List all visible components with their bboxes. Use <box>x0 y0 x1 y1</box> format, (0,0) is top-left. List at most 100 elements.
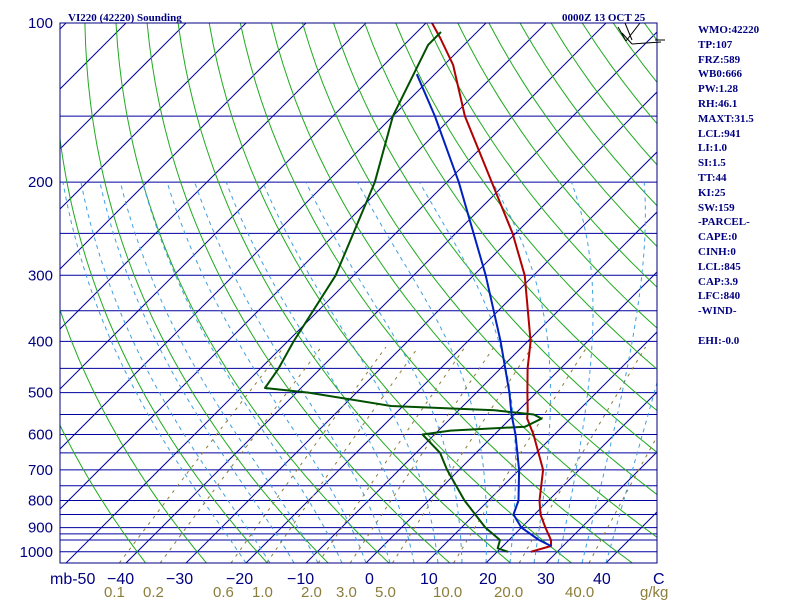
isotherm-line <box>60 23 247 210</box>
moist-adiabat-line <box>225 182 415 563</box>
index-line: CAPE:0 <box>698 231 738 244</box>
mixing-ratio-tick-label: 3.0 <box>336 584 357 600</box>
mixing-ratio-line <box>518 346 647 563</box>
index-line: CAP:3.9 <box>698 275 739 288</box>
mixing-ratio-tick-labels: 0.1 0.2 0.6 1.0 2.0 3.0 5.0 10.0 20.0 40.0 g/kg <box>104 584 668 600</box>
pressure-tick-label: 600 <box>28 426 53 443</box>
temperature-trace <box>431 23 552 553</box>
dry-adiabat-line <box>488 23 657 248</box>
index-line: -PARCEL- <box>698 216 750 229</box>
index-line: CINH:0 <box>698 245 736 258</box>
moist-adiabat-line <box>166 182 367 563</box>
dry-adiabat-line <box>115 23 390 563</box>
mixing-ratio-tick-label: 40.0 <box>565 584 594 600</box>
isotherm-line <box>125 31 657 563</box>
moist-adiabat-line <box>581 182 646 563</box>
pressure-tick-label: 100 <box>28 15 53 32</box>
index-line <box>698 319 759 334</box>
index-line: WB0:666 <box>698 68 742 81</box>
temperature-tick-label: −40 <box>107 571 134 588</box>
mixing-ratio-line <box>118 346 285 563</box>
pressure-tick-label: 700 <box>28 462 53 479</box>
pressure-tick-label: 200 <box>28 174 53 191</box>
mixing-ratio-tick-label: 0.6 <box>213 584 234 600</box>
mixing-ratio-tick-label: 5.0 <box>375 584 396 600</box>
stability-indices-panel: WMO:42220 TP:107 FRZ:589 WB0:666 PW:1.28 RH:4… <box>698 23 759 349</box>
dry-adiabat-line <box>60 134 268 563</box>
temperature-tick-label: 10 <box>420 571 438 588</box>
mixing-ratio-tick-label: 10.0 <box>433 584 462 600</box>
mixing-ratio-tick-label: 0.1 <box>104 584 125 600</box>
wind-barb-icon <box>617 22 665 45</box>
dry-adiabat-line <box>333 23 657 453</box>
index-line: LI:1.0 <box>698 142 728 155</box>
index-line: FRZ:589 <box>698 53 741 66</box>
moist-adiabat-line <box>419 181 517 563</box>
pressure-tick-label: 1000 <box>20 544 53 561</box>
dry-adiabat-line <box>364 23 657 412</box>
isotherm-line <box>60 23 487 450</box>
dry-adiabat-line <box>302 23 657 496</box>
mixing-ratio-line <box>392 346 533 563</box>
pressure-tick-label: 800 <box>28 493 53 510</box>
dry-adiabat-line <box>426 23 657 329</box>
index-line: LFC:840 <box>698 290 741 303</box>
chart-title: VI220 (42220) Sounding <box>68 12 182 24</box>
index-line: PW:1.28 <box>698 83 739 96</box>
moist-adiabat-line <box>194 182 391 563</box>
temperature-tick-label: −30 <box>166 571 193 588</box>
pressure-tick-label: 500 <box>28 385 53 402</box>
dry-adiabat-line <box>146 23 451 563</box>
pressure-tick-label: 400 <box>28 333 53 350</box>
pressure-tick-label: 900 <box>28 520 53 537</box>
grid-lines <box>60 23 657 563</box>
mixing-ratio-tick-label: 1.0 <box>252 584 273 600</box>
index-line: WMO:42220 <box>698 24 760 36</box>
temperature-tick-label: 30 <box>537 571 555 588</box>
mixing-ratio-tick-label: 2.0 <box>301 584 322 600</box>
parcel-line <box>415 73 552 547</box>
moist-adiabat-line <box>557 182 594 563</box>
pressure-tick-labels: 100 200 300 400 500 600 700 800 900 1000 <box>20 15 53 561</box>
dewpoint-trace <box>264 31 543 553</box>
temperature-tick-label: −20 <box>226 571 253 588</box>
dry-adiabat-line <box>84 23 329 563</box>
isotherm-line <box>185 91 657 563</box>
moist-adiabat-line <box>262 182 439 563</box>
temperature-tick-label: mb-50 <box>50 571 95 588</box>
dry-adiabat-line <box>60 308 207 563</box>
isotherm-line <box>60 23 427 390</box>
temperature-tick-labels: mb-50 −40 −30 −20 −10 0 10 20 30 40 C <box>50 571 665 588</box>
index-line: KI:25 <box>698 186 726 199</box>
moist-adiabat-line <box>305 181 463 563</box>
mixing-ratio-line <box>159 346 322 563</box>
temperature-line <box>431 23 552 553</box>
mixing-ratio-tick-label: 0.2 <box>143 584 164 600</box>
dry-adiabat-line <box>177 23 512 563</box>
moist-adiabat-line <box>142 182 343 563</box>
dry-adiabat-line <box>208 23 572 563</box>
pressure-tick-label: 300 <box>28 267 53 284</box>
index-line: -WIND- <box>698 305 737 318</box>
index-line: TP:107 <box>698 38 733 51</box>
isotherm-line <box>365 271 657 563</box>
temperature-tick-label: −10 <box>287 571 314 588</box>
index-line: SI:1.5 <box>698 157 726 170</box>
data-lines <box>264 23 552 553</box>
isotherm-line <box>65 23 607 563</box>
isotherm-line <box>60 23 547 510</box>
mixing-ratio-line <box>453 346 588 563</box>
mixing-ratio-tick-label: g/kg <box>640 584 668 600</box>
index-line: SW:159 <box>698 201 735 214</box>
chart-time: 0000Z 13 OCT 25 <box>562 12 646 24</box>
index-line: LCL:845 <box>698 260 741 273</box>
moist-adiabat-line <box>62 182 247 563</box>
dry-adiabat-line <box>239 23 633 563</box>
isotherm-line <box>60 23 307 270</box>
isotherm-line <box>245 151 657 563</box>
index-line: EHI:-0.0 <box>698 334 740 347</box>
index-line: MAXT:31.5 <box>698 112 754 125</box>
temperature-tick-label: 0 <box>365 571 374 588</box>
moist-adiabat-line <box>605 381 657 563</box>
